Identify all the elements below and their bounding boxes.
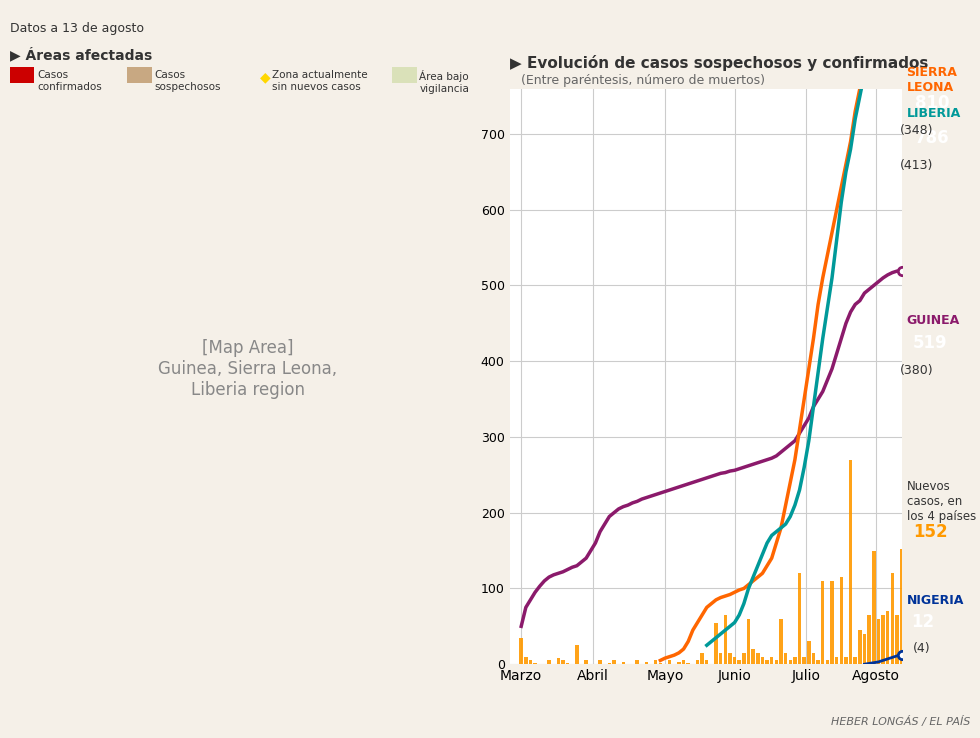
Bar <box>779 618 783 664</box>
Bar <box>547 661 551 664</box>
Text: [Map Area]
Guinea, Sierra Leona,
Liberia region: [Map Area] Guinea, Sierra Leona, Liberia… <box>158 339 337 399</box>
Bar <box>562 661 564 664</box>
Bar <box>668 661 671 664</box>
Bar <box>784 653 787 664</box>
Bar <box>872 551 875 664</box>
Text: ▶ Áreas afectadas: ▶ Áreas afectadas <box>10 48 152 63</box>
Text: 152: 152 <box>913 523 948 540</box>
Bar <box>565 663 569 664</box>
Bar <box>886 611 890 664</box>
Text: ▶ Evolución de casos sospechosos y confirmados: ▶ Evolución de casos sospechosos y confi… <box>510 55 928 72</box>
Bar <box>677 662 681 664</box>
Text: Área bajo
vigilancia: Área bajo vigilancia <box>419 70 469 94</box>
Bar <box>816 661 820 664</box>
Bar <box>584 661 588 664</box>
Bar <box>723 615 727 664</box>
Bar <box>789 661 792 664</box>
Bar <box>682 661 685 664</box>
Text: SIERRA
LEONA: SIERRA LEONA <box>906 66 957 94</box>
Bar <box>635 661 639 664</box>
Text: Nuevos
casos, en
los 4 países: Nuevos casos, en los 4 países <box>906 480 976 523</box>
Bar <box>844 657 848 664</box>
Bar <box>895 615 899 664</box>
Bar <box>803 657 806 664</box>
Text: Zona actualmente
sin nuevos casos: Zona actualmente sin nuevos casos <box>272 70 368 92</box>
Bar <box>881 615 885 664</box>
Text: Casos
sospechosos: Casos sospechosos <box>155 70 221 92</box>
Bar <box>608 663 612 664</box>
Text: (380): (380) <box>900 364 933 377</box>
Bar <box>774 661 778 664</box>
Text: (Entre paréntesis, número de muertos): (Entre paréntesis, número de muertos) <box>521 74 765 87</box>
Bar <box>654 661 658 664</box>
Bar <box>529 661 532 664</box>
Text: (348): (348) <box>900 124 933 137</box>
Bar <box>793 657 797 664</box>
Bar <box>747 618 751 664</box>
Bar <box>756 653 760 664</box>
Bar <box>854 657 857 664</box>
Bar <box>770 657 773 664</box>
Bar <box>645 662 648 664</box>
Bar <box>849 460 853 664</box>
Bar <box>821 581 824 664</box>
Text: 810: 810 <box>914 94 950 111</box>
Bar <box>621 662 625 664</box>
Bar <box>900 549 904 664</box>
Bar <box>557 658 560 664</box>
Bar <box>714 623 717 664</box>
Text: Datos a 13 de agosto: Datos a 13 de agosto <box>10 22 144 35</box>
Bar <box>696 661 699 664</box>
Bar <box>877 618 880 664</box>
Bar <box>891 573 894 664</box>
Bar <box>701 653 704 664</box>
Bar <box>808 641 810 664</box>
Bar <box>862 634 866 664</box>
Text: (4): (4) <box>913 642 931 655</box>
Bar <box>752 649 755 664</box>
Bar <box>830 581 834 664</box>
Bar <box>575 645 578 664</box>
Bar <box>765 661 768 664</box>
Bar <box>728 653 732 664</box>
Bar <box>599 661 602 664</box>
Bar <box>825 661 829 664</box>
Bar <box>858 630 861 664</box>
Bar <box>742 653 746 664</box>
Text: NIGERIA: NIGERIA <box>906 594 964 607</box>
Bar <box>612 661 615 664</box>
Bar <box>519 638 523 664</box>
Text: Casos
confirmados: Casos confirmados <box>37 70 102 92</box>
Text: ◆: ◆ <box>260 70 270 84</box>
Text: 519: 519 <box>913 334 948 352</box>
Bar <box>733 657 736 664</box>
Bar <box>811 653 815 664</box>
Text: 12: 12 <box>911 613 935 631</box>
Bar <box>760 657 764 664</box>
Bar <box>719 653 722 664</box>
Bar <box>798 573 802 664</box>
Text: (413): (413) <box>900 159 933 173</box>
Bar <box>738 661 741 664</box>
Bar <box>835 657 839 664</box>
Bar <box>867 615 871 664</box>
Bar <box>533 663 537 664</box>
Bar <box>705 661 709 664</box>
Bar <box>840 577 843 664</box>
Bar <box>524 657 527 664</box>
Text: 786: 786 <box>914 129 950 147</box>
Bar <box>659 663 662 664</box>
Text: LIBERIA: LIBERIA <box>906 107 960 120</box>
Bar <box>686 663 690 664</box>
Text: HEBER LONGÁS / EL PAÍS: HEBER LONGÁS / EL PAÍS <box>831 716 970 727</box>
Text: GUINEA: GUINEA <box>906 314 959 327</box>
